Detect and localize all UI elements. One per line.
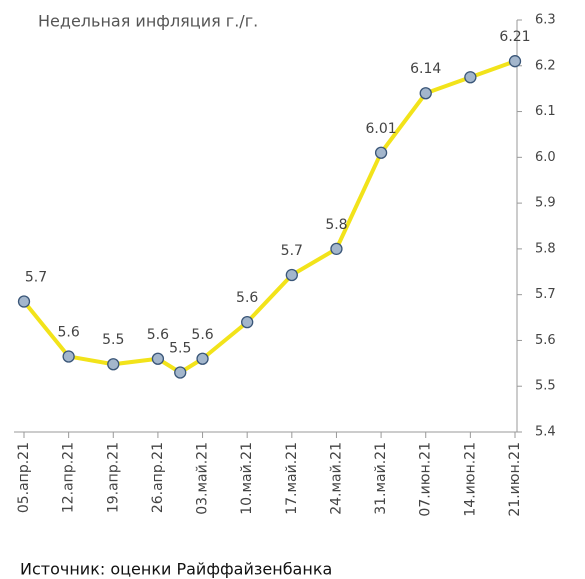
data-point [464, 71, 477, 84]
data-point [107, 358, 120, 371]
y-tick-label: 5.9 [535, 196, 556, 211]
data-point [151, 352, 165, 365]
data-point [285, 268, 298, 282]
y-tick-label: 5.6 [535, 333, 556, 348]
y-tick-label: 5.4 [535, 425, 556, 440]
data-label: 5.6 [236, 290, 258, 306]
data-point [196, 352, 209, 365]
x-tick-label: 26.апр.21 [150, 442, 166, 513]
source-note: Источник: оценки Райффайзенбанка [20, 560, 332, 579]
chart-title: Недельная инфляция г./г. [38, 12, 258, 31]
data-point [62, 350, 75, 363]
y-tick-label: 6.0 [535, 150, 556, 165]
x-tick-label: 05.апр.21 [16, 442, 32, 513]
data-point [330, 242, 343, 256]
data-label: 6.14 [410, 61, 441, 77]
x-tick-label: 07.июн.21 [418, 442, 434, 517]
x-tick-label: 14.июн.21 [462, 442, 478, 517]
x-tick-label: 19.апр.21 [105, 442, 121, 513]
data-label: 5.5 [169, 340, 191, 356]
data-point [17, 295, 31, 308]
y-tick-label: 5.8 [535, 241, 556, 256]
data-point [419, 87, 432, 100]
data-point [241, 315, 254, 329]
x-tick-label: 21.июн.21 [507, 442, 523, 517]
y-tick-label: 6.2 [535, 58, 556, 73]
data-label: 5.6 [191, 327, 213, 343]
data-label: 6.21 [499, 29, 530, 45]
series-line [22, 59, 516, 375]
data-point [508, 55, 522, 68]
data-label: 5.6 [147, 327, 169, 343]
data-point [374, 146, 388, 159]
x-tick-label: 31.май.21 [373, 442, 389, 515]
x-tick-label: 12.апр.21 [61, 442, 77, 513]
data-label: 5.7 [281, 243, 303, 259]
data-label: 5.5 [102, 332, 124, 348]
data-point [174, 366, 187, 379]
x-tick-label: 03.май.21 [195, 442, 211, 515]
x-tick-label: 17.май.21 [284, 442, 300, 515]
y-tick-label: 5.5 [535, 379, 556, 394]
y-tick-label: 6.3 [535, 13, 556, 28]
y-tick-label: 5.7 [535, 287, 556, 302]
data-label: 5.6 [58, 324, 80, 340]
y-tick-label: 6.1 [535, 104, 556, 119]
x-tick-label: 10.май.21 [239, 442, 255, 515]
data-label: 5.7 [25, 270, 47, 286]
x-tick-label: 24.май.21 [328, 442, 344, 515]
data-label: 5.8 [325, 217, 347, 233]
data-label: 6.01 [366, 121, 397, 137]
